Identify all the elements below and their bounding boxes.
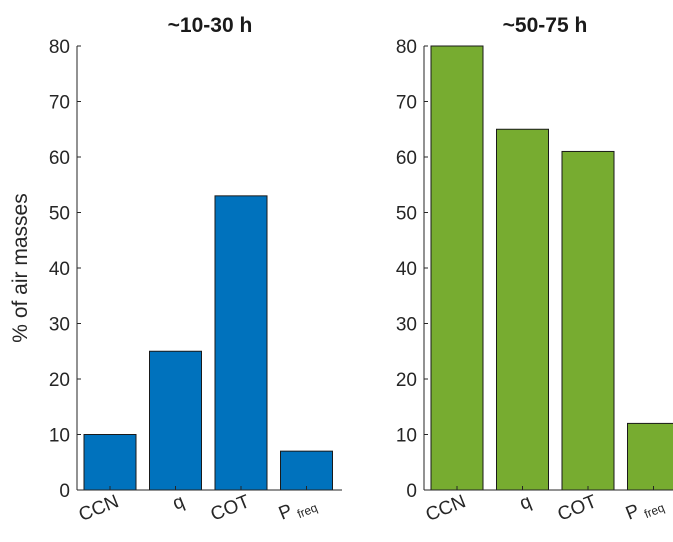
left-bar-q [149, 350, 202, 491]
left-bar-chart: ~10-30 h 0 10 20 30 40 50 60 70 80 CCN q COT Pfreq [49, 14, 342, 527]
right-y-tick-label: 70 [396, 93, 417, 114]
right-y-tick-label: 40 [396, 259, 417, 280]
right-chart-title: ~50-75 h [503, 14, 588, 37]
right-bar-p-freq [627, 422, 673, 491]
left-x-tick-label: CCN [76, 491, 122, 526]
left-x-tick-label: Pfreq [276, 491, 320, 527]
y-axis-label: % of air masses [9, 193, 32, 342]
right-x-tick-label: Pfreq [623, 491, 667, 527]
left-y-tick-label: 20 [49, 370, 70, 391]
left-y-tick-label: 40 [49, 259, 70, 280]
right-y-tick-label: 80 [396, 37, 417, 58]
right-bar-q [496, 128, 549, 491]
left-y-tick-label: 70 [49, 93, 70, 114]
left-y-tick-label: 10 [49, 426, 70, 447]
left-bar-ccn [83, 434, 137, 491]
right-y-tick-label: 10 [396, 426, 417, 447]
right-bar-chart: ~50-75 h 0 10 20 30 40 50 60 70 80 CCN q COT Pfreq [396, 14, 673, 527]
right-y-tick-label: 20 [396, 370, 417, 391]
right-bar-cot [561, 150, 615, 491]
left-bar-cot [214, 195, 268, 491]
right-bar-ccn [430, 45, 484, 491]
left-x-tick-label: q [170, 491, 188, 514]
left-y-tick-label: 80 [49, 37, 70, 58]
right-x-tick-label: CCN [423, 491, 469, 526]
right-x-tick-label: q [517, 491, 535, 514]
right-x-tick-label: COT [555, 491, 600, 526]
left-chart-title: ~10-30 h [168, 14, 253, 37]
right-y-tick-label: 0 [406, 481, 417, 502]
left-y-tick-label: 30 [49, 315, 70, 336]
left-y-tick-label: 50 [49, 204, 70, 225]
left-y-tick-label: 0 [59, 481, 70, 502]
left-bar-p-freq [280, 450, 333, 491]
right-y-tick-label: 30 [396, 315, 417, 336]
right-y-tick-label: 60 [396, 148, 417, 169]
left-x-tick-label: COT [208, 491, 253, 526]
right-y-tick-label: 50 [396, 204, 417, 225]
left-y-tick-label: 60 [49, 148, 70, 169]
